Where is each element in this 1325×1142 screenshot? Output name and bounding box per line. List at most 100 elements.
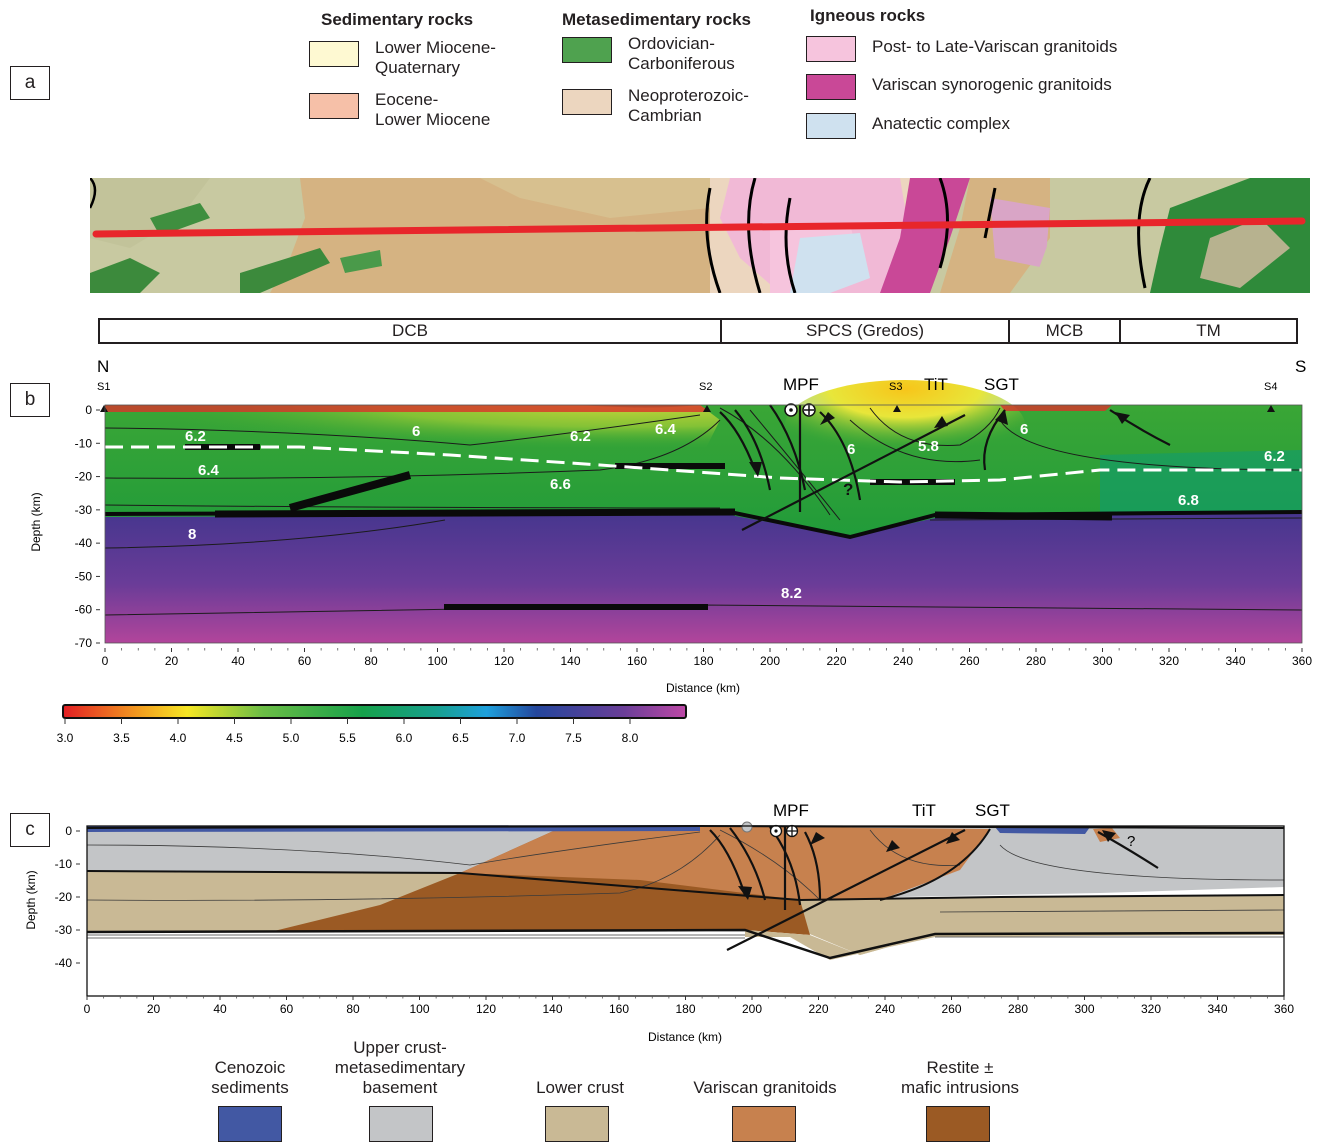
swatch-cenozoic [218,1106,282,1142]
fault-arrow-c-2 [810,832,825,845]
velocity-model-panel: 6.2 6 6.2 6.4 6 5.8 6 6.4 6.6 6.2 6.8 8 … [29,357,1312,695]
colorbar-tick-1: 3.5 [113,731,130,745]
station-marker-s1 [100,405,108,412]
fault-c-tit [726,829,966,951]
fault-b-3 [769,404,807,491]
fault-label-tit-b: TiT [924,375,948,394]
map-fault-5 [983,187,997,239]
map-fault-2 [747,178,762,293]
colorbar-tick-2: 4.0 [170,731,187,745]
sediment-red-north [105,405,710,412]
station-label-s3: S3 [889,381,902,393]
colorbar-tick-8: 7.0 [509,731,526,745]
reflector-4 [288,471,412,512]
swatch-granitoids [732,1106,796,1142]
legend-item-post-variscan: Post- to Late-Variscan granitoids [806,33,1117,62]
c-xtick-1: 20 [147,1002,161,1016]
panel-label-c-text: c [25,819,35,840]
question-mark-c: ? [1127,833,1135,850]
panel-label-b: b [10,383,50,417]
fault-arrow-c-5 [1102,830,1116,842]
panel-label-c: c [10,813,50,847]
strike-slip-out-dot-c [774,829,778,833]
b-ytick-4: -40 [75,536,93,550]
cenozoic-south [995,827,1090,834]
station-label-s2: S2 [699,381,712,393]
colorbar-ramp [62,704,687,719]
mantle-velocity-field [105,512,1302,643]
contour-2 [104,419,721,479]
legend-bottom-upper-crust: Upper crust- metasedimentary basement [320,1038,480,1098]
legend-bottom-cenozoic-l1: Cenozoic [214,1058,286,1077]
legend-heading-metasedimentary: Metasedimentary rocks [562,10,751,29]
x-axis-label-c: Distance (km) [648,1030,722,1044]
legend-bottom-cenozoic-l2: sediments [211,1078,289,1097]
profile-line [92,217,1306,238]
b-xtick-7: 140 [560,654,580,668]
fault-label-sgt-c: SGT [975,801,1010,820]
b-xtick-4: 80 [364,654,378,668]
vel-label-8: 6.4 [198,462,220,479]
legend-heading-sedimentary: Sedimentary rocks [321,10,474,29]
legend-bottom-cenozoic: Cenozoic sediments [180,1058,320,1098]
legend-item-neoproterozoic: Neoproterozoic- Cambrian [562,86,749,126]
fault-b-south [1109,409,1171,446]
b-xtick-2: 40 [231,654,245,668]
fault-c-south [1097,831,1159,869]
vel-label-10: 6.2 [1264,448,1285,465]
map-ordovician-4 [340,250,382,273]
interpretation-panel: MPF TiT SGT ? Depth (km) Distance (km) 0… [24,801,1294,1044]
reflector-moho-south [934,511,1113,521]
legend-item-ordovician: Ordovician- Carboniferous [562,34,735,74]
domain-dcb: DCB [100,320,722,342]
vel-label-7: 6 [1020,421,1028,438]
swatch-synorogenic [806,74,856,100]
c-ytick-0: 0 [65,824,72,838]
b-xtick-5: 100 [427,654,447,668]
legend-bottom-lower-crust: Lower crust [510,1078,650,1098]
c-xtick-15: 300 [1074,1002,1094,1016]
legend-label-eocene: Eocene- Lower Miocene [375,90,491,129]
swatch-neoproterozoic [562,89,612,115]
c-ytick-1: -10 [55,857,73,871]
panel-label-a-text: a [24,72,36,93]
legend-item-synorogenic: Variscan synorogenic granitoids [806,71,1112,100]
map-fault-4 [938,178,949,269]
b-xtick-8: 160 [627,654,647,668]
fault-arrow-b-4 [995,410,1008,425]
fault-arrow-c-1 [738,886,752,900]
b-xtick-14: 280 [1026,654,1046,668]
c-line-2 [86,834,721,901]
c-line-1 [86,831,701,866]
b-xtick-11: 220 [826,654,846,668]
panel-label-b-text: b [24,389,36,410]
contour-7 [849,419,981,463]
c-line-6 [939,909,1285,913]
legend-label-lower-miocene: Lower Miocene- Quaternary [375,38,496,77]
b-xtick-15: 300 [1092,654,1112,668]
swatch-restite [926,1106,990,1142]
swatch-lower-miocene [309,41,359,67]
b-xtick-9: 180 [693,654,713,668]
fault-b-tit [741,414,966,531]
map-east-sediment [1030,178,1150,293]
granitoid-boundary-south [879,828,991,901]
map-anatectic [790,233,870,293]
contour-1 [104,414,701,446]
y-ticks-b: 0 -10 -20 -30 -40 -50 -60 -70 [75,403,100,650]
map-neoproterozoic-area-2 [480,178,710,218]
granitoid-area [460,826,990,900]
fault-label-tit-c: TiT [912,801,936,820]
domain-spcs: SPCS (Gredos) [722,320,1010,342]
y-ticks-c: 0 -10 -20 -30 -40 [55,824,80,970]
legend-label-post-variscan: Post- to Late-Variscan granitoids [872,37,1118,56]
c-xtick-12: 240 [875,1002,895,1016]
map-fault-7 [90,178,97,209]
south-label: S [1295,357,1306,376]
station-label-s4: S4 [1264,381,1277,393]
station-labels: S1 S2 S3 S4 [97,381,1277,393]
swatch-upper-crust [369,1106,433,1142]
colorbar-tick-3: 4.5 [226,731,243,745]
c-xtick-3: 60 [280,1002,294,1016]
c-xtick-4: 80 [346,1002,360,1016]
